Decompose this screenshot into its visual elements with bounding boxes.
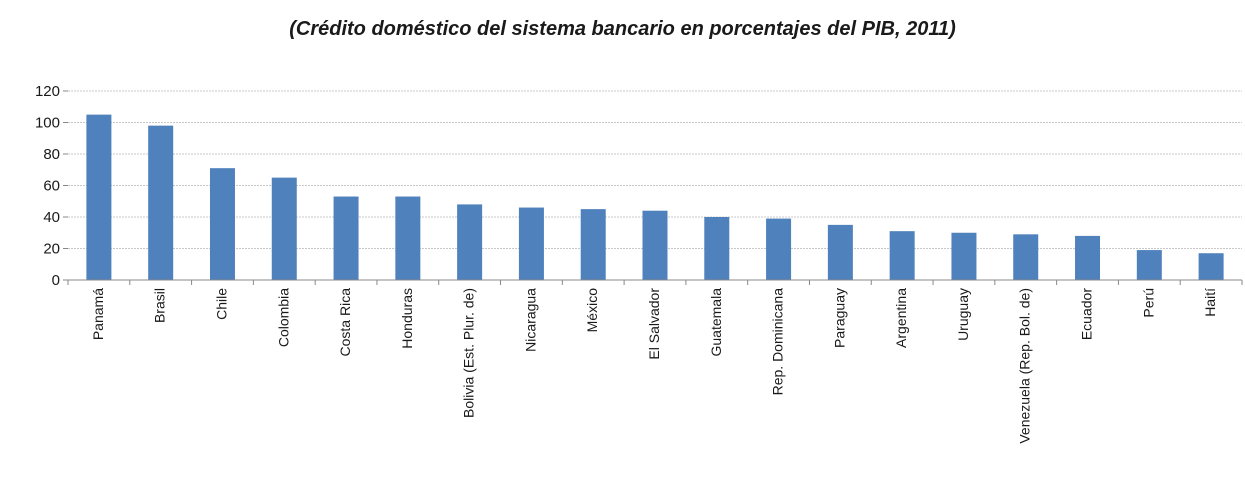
x-category-label: Paraguay xyxy=(831,288,847,348)
x-category-label: Bolivia (Est. Plur. de) xyxy=(461,288,477,418)
bar xyxy=(704,217,730,280)
bar xyxy=(951,232,977,280)
x-category-label: México xyxy=(584,288,600,333)
x-category-label: Argentina xyxy=(893,288,909,348)
bar xyxy=(766,218,792,280)
x-category-label: Rep. Dominicana xyxy=(770,288,786,396)
x-category-label: Ecuador xyxy=(1079,288,1095,340)
x-category-label: Uruguay xyxy=(955,288,971,341)
x-category-label: Brasil xyxy=(152,288,168,323)
bar xyxy=(1136,250,1162,280)
x-category-label: Guatemala xyxy=(708,288,724,357)
bar xyxy=(1013,234,1039,280)
y-tick-label: 120 xyxy=(35,83,60,100)
x-category-label: Nicaragua xyxy=(522,288,538,352)
bars xyxy=(86,114,1224,281)
x-category-label: Venezuela (Rep. Bol. de) xyxy=(1017,288,1033,444)
bar xyxy=(333,196,359,280)
bar xyxy=(518,207,544,280)
chart-title: (Crédito doméstico del sistema bancario … xyxy=(289,18,956,40)
bar xyxy=(580,209,606,280)
y-tick-label: 20 xyxy=(43,241,60,258)
x-category-label: Costa Rica xyxy=(337,288,353,357)
bar xyxy=(889,231,915,280)
bar xyxy=(457,204,483,280)
y-tick-label: 0 xyxy=(52,272,60,289)
x-category-label: El Salvador xyxy=(646,288,662,360)
bar xyxy=(1198,253,1224,280)
x-category-label: Colombia xyxy=(275,288,291,347)
x-axis-category-labels: Panamá Brasil Chile Colombia Costa Rica Hondu… xyxy=(90,288,1218,444)
y-axis-tick-labels: 0 20 40 60 80 100 120 xyxy=(35,83,60,289)
x-axis xyxy=(67,279,1243,285)
bar xyxy=(827,224,853,280)
bar xyxy=(148,125,174,281)
bar xyxy=(642,210,668,280)
bar xyxy=(1075,235,1101,280)
bar xyxy=(86,114,112,280)
x-category-label: Haití xyxy=(1202,288,1218,317)
y-tick-label: 100 xyxy=(35,115,60,132)
bar xyxy=(209,168,235,280)
x-category-label: Perú xyxy=(1140,288,1156,318)
x-category-label: Chile xyxy=(213,288,229,320)
bar xyxy=(271,177,297,280)
x-category-label: Panamá xyxy=(90,288,106,340)
y-tick-label: 40 xyxy=(43,209,60,226)
bar xyxy=(395,196,421,280)
y-tick-label: 60 xyxy=(43,178,60,195)
x-category-label: Honduras xyxy=(399,288,415,349)
y-tick-label: 80 xyxy=(43,146,60,163)
